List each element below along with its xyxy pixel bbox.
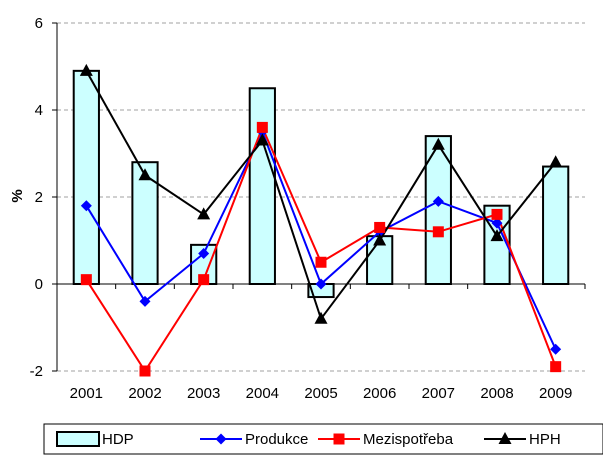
x-tick-label: 2004 <box>246 385 279 402</box>
y-tick-label: 0 <box>35 276 43 293</box>
marker-mezispotreba-2002 <box>139 365 151 377</box>
x-tick-label: 2001 <box>70 385 103 402</box>
legend-marker-hph <box>498 432 512 444</box>
legend-label-produkce: Produkce <box>245 431 308 448</box>
marker-mezispotreba-2006 <box>374 221 386 233</box>
x-tick-label: 2002 <box>128 385 161 402</box>
marker-mezispotreba-2008 <box>491 208 503 220</box>
bar-hdp-2001 <box>72 69 100 285</box>
marker-mezispotreba-2004 <box>256 121 268 133</box>
marker-hph-2007 <box>431 137 445 150</box>
legend-label-mezispotreba: Mezispotřeba <box>363 431 454 448</box>
marker-produkce-2002 <box>139 295 151 307</box>
marker-produkce-2008 <box>491 217 503 229</box>
marker-hph-2008 <box>490 229 504 242</box>
tick-labels: -2 0 2 4 6 2001 2002 2003 2004 2005 2006 2007 2008 20… <box>30 15 573 402</box>
marker-produkce-2005 <box>315 278 327 290</box>
x-tick-label: 2005 <box>304 385 337 402</box>
legend-marker-produkce <box>215 433 227 445</box>
marker-hph-2009 <box>549 155 563 168</box>
y-tick-label: 4 <box>35 102 43 119</box>
marker-mezispotreba-2009 <box>550 361 562 373</box>
marker-hph-2003 <box>197 207 211 220</box>
marker-hph-2004 <box>255 133 269 146</box>
marker-hph-2005 <box>314 311 328 324</box>
bar-hdp-2004 <box>248 87 276 285</box>
x-tick-label: 2006 <box>363 385 396 402</box>
marker-hph-2002 <box>138 168 152 181</box>
marker-hph-2006 <box>373 233 387 246</box>
marker-produkce-2003 <box>198 248 210 260</box>
y-axis-title: % <box>9 189 26 202</box>
marker-hph-2001 <box>79 63 93 76</box>
legend: HDP Produkce Mezispotřeba HPH <box>43 423 603 455</box>
bar-hdp-2009 <box>542 165 570 285</box>
marker-mezispotreba-2007 <box>432 226 444 238</box>
marker-produkce-2001 <box>80 200 92 212</box>
x-tick-label: 2009 <box>539 385 572 402</box>
marker-produkce-2007 <box>432 195 444 207</box>
marker-mezispotreba-2005 <box>315 256 327 268</box>
marker-produkce-2009 <box>550 343 562 355</box>
marker-mezispotreba-2001 <box>80 274 92 286</box>
legend-label-hdp: HDP <box>102 431 134 448</box>
y-tick-label: -2 <box>30 363 43 380</box>
legend-marker-mezispotreba <box>333 433 345 445</box>
y-tick-label: 2 <box>35 189 43 206</box>
marker-mezispotreba-2003 <box>198 274 210 286</box>
x-tick-label: 2003 <box>187 385 220 402</box>
legend-label-hph: HPH <box>529 431 561 448</box>
x-tick-label: 2008 <box>480 385 513 402</box>
y-tick-label: 6 <box>35 15 43 32</box>
x-tick-label: 2007 <box>422 385 455 402</box>
legend-swatch-hdp <box>56 431 100 447</box>
series-markers <box>79 63 563 377</box>
